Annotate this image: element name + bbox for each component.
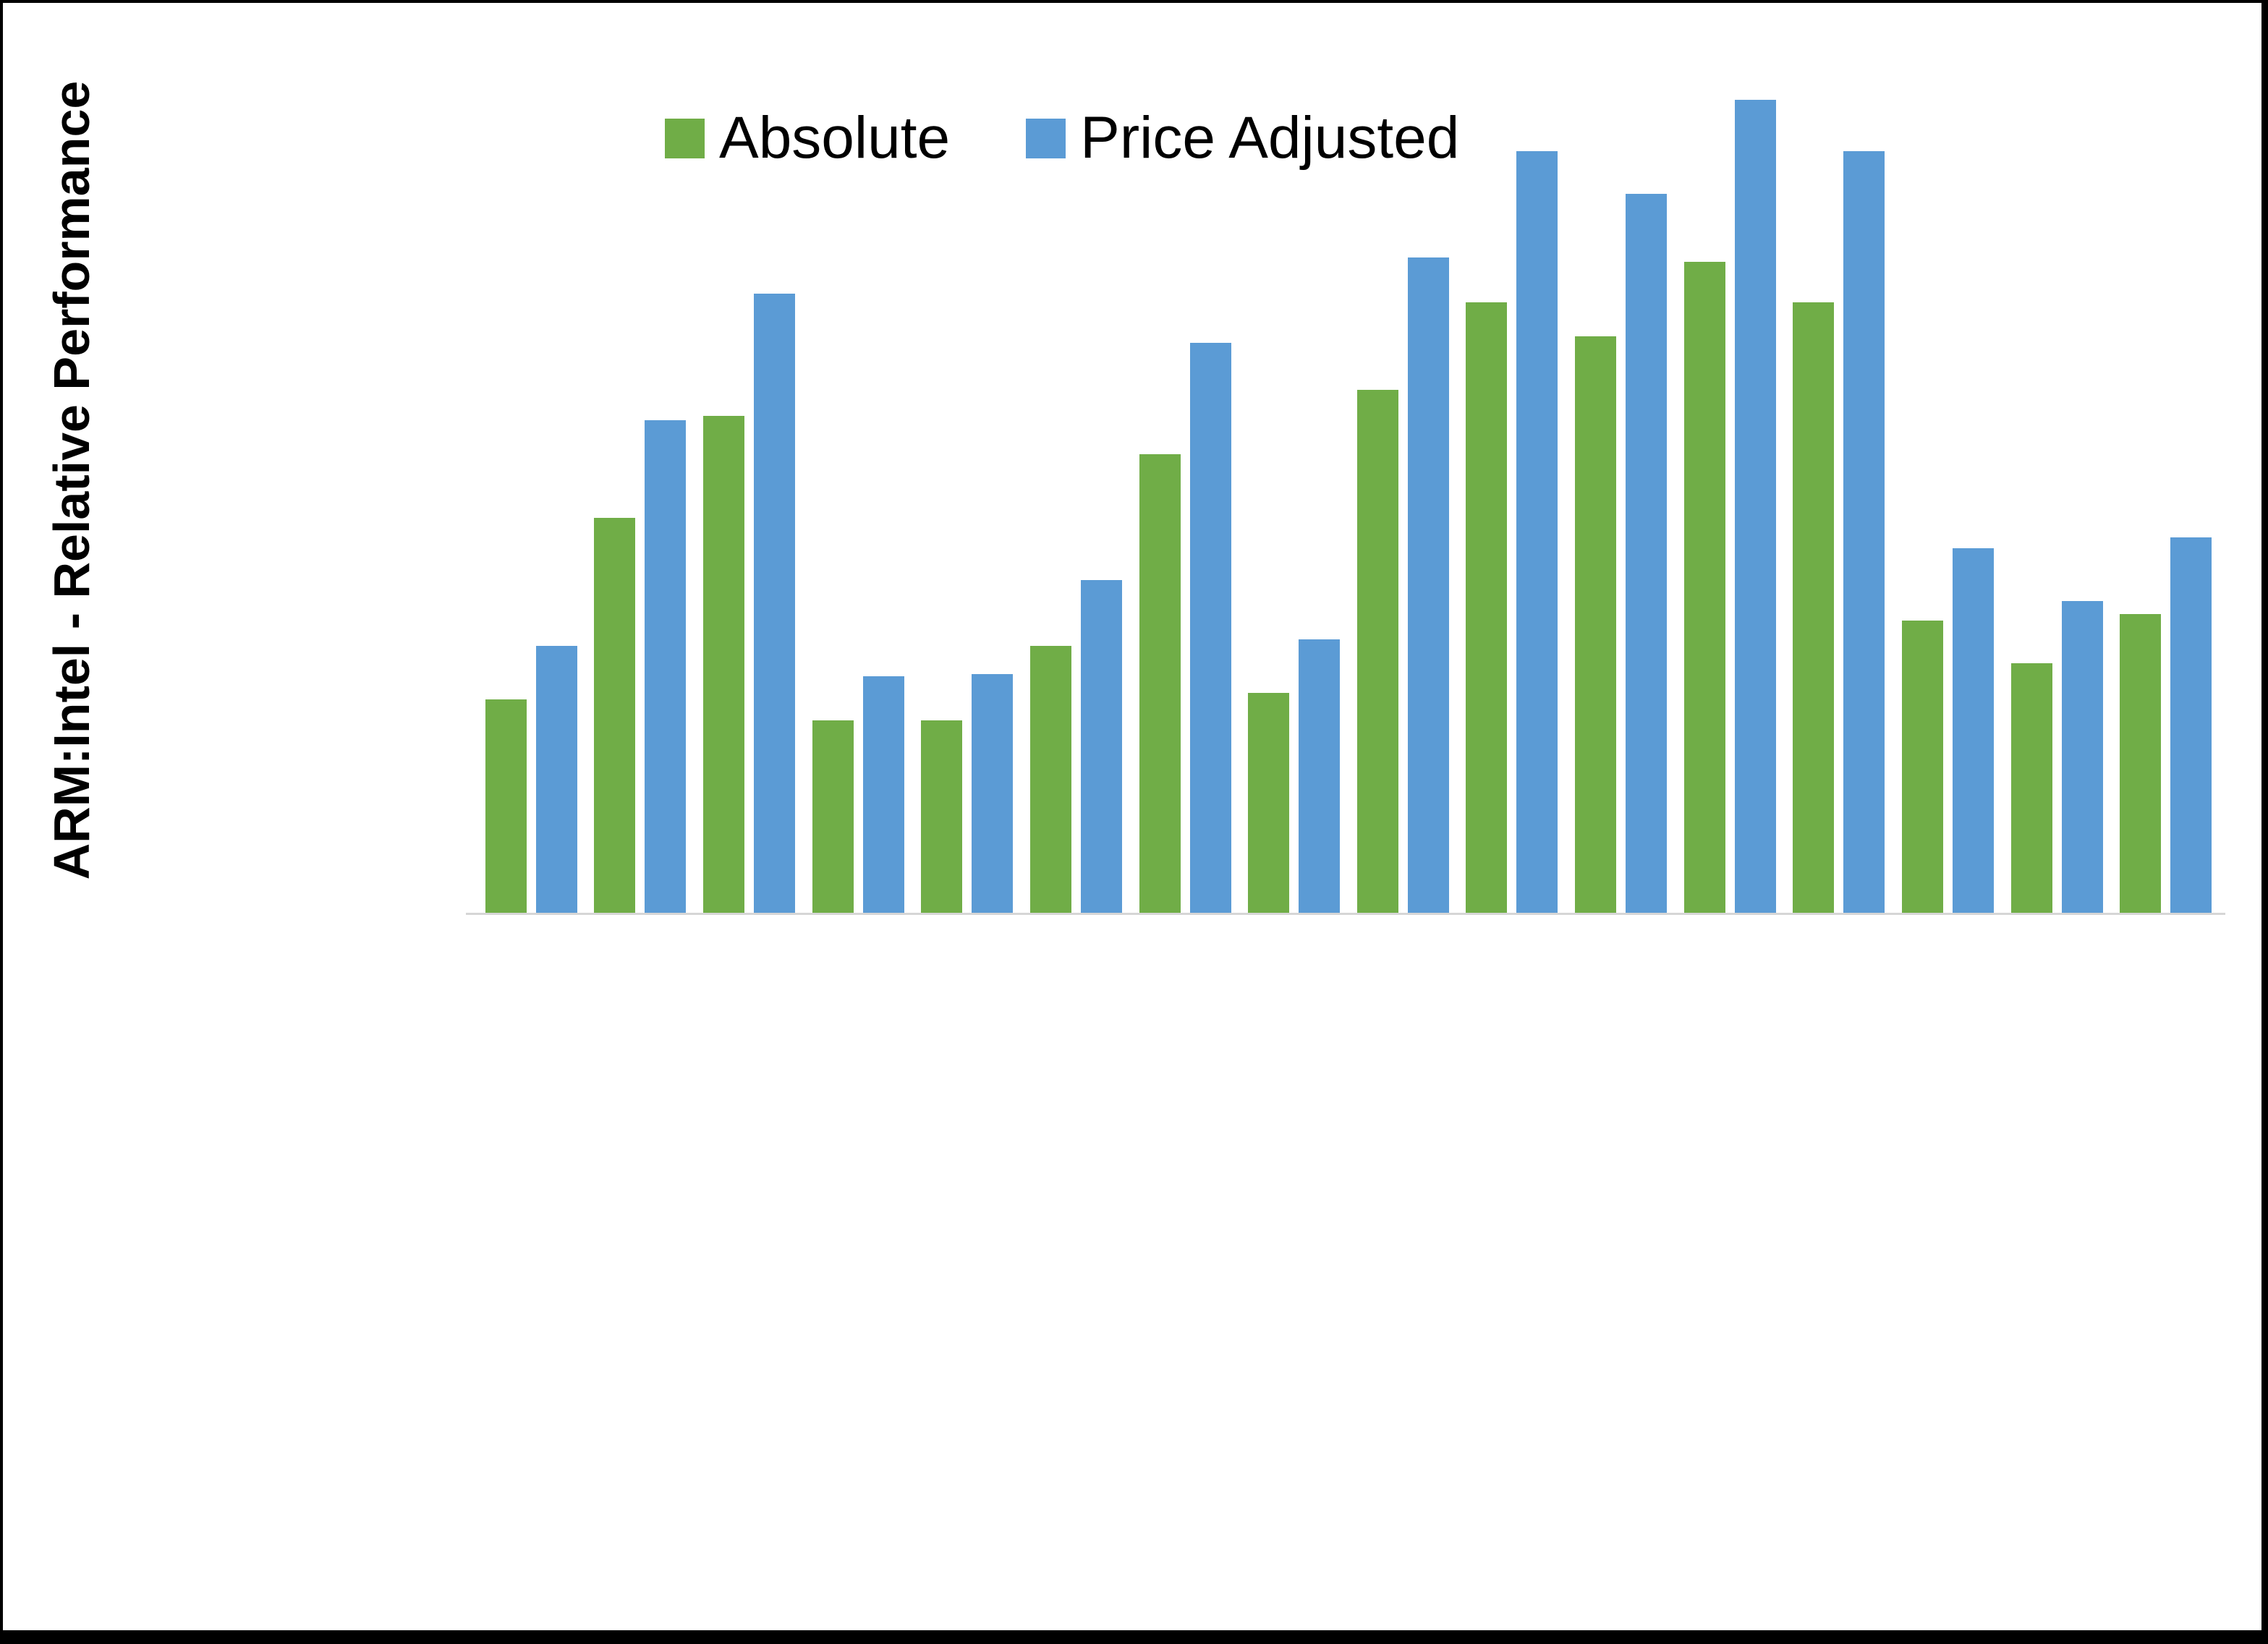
bar-group-s2-default bbox=[1566, 59, 1675, 913]
bar-group-zstd bbox=[1893, 59, 2002, 913]
bar-price-adjusted-gzip-best-speed bbox=[1080, 580, 1122, 913]
bar-absolute-gzip-best-compression bbox=[921, 720, 963, 913]
bar-absolute-s2-parallel-4 bbox=[1683, 262, 1725, 913]
legend-label-price-adjusted: Price Adjusted bbox=[1080, 105, 1460, 171]
legend-item-price-adjusted: Price Adjusted bbox=[1026, 104, 1459, 172]
bar-absolute-zstd-better-compression bbox=[2010, 663, 2052, 913]
bar-group-zstd-fastest bbox=[2111, 59, 2220, 913]
plot-area bbox=[477, 59, 2220, 913]
bar-price-adjusted-zstd bbox=[1952, 548, 1994, 913]
legend-swatch-absolute bbox=[665, 118, 705, 158]
bar-price-adjusted-zstd-better-compression bbox=[2061, 601, 2103, 913]
bar-absolute-gzip bbox=[812, 720, 854, 913]
x-axis-line bbox=[466, 913, 2225, 915]
bar-absolute-zstd bbox=[1901, 621, 1943, 913]
bar-price-adjusted-s2-better bbox=[1516, 151, 1558, 913]
legend: Absolute Price Adjusted bbox=[665, 104, 1459, 172]
bar-absolute-zstd-fastest bbox=[2120, 614, 2162, 913]
y-axis-title: ARM:Intel - Relative Performance bbox=[43, 80, 100, 880]
bar-absolute-s2-better bbox=[1466, 302, 1508, 913]
bar-price-adjusted-s2-parallel-8 bbox=[1843, 151, 1885, 913]
bar-absolute-pgzip bbox=[1139, 454, 1181, 913]
bar-price-adjusted-s2-parallel-4 bbox=[1734, 100, 1776, 913]
bar-absolute-s2-default bbox=[1575, 336, 1617, 913]
bar-group-zstd-better-compression bbox=[2002, 59, 2112, 913]
bar-absolute-deflate-best-speed bbox=[594, 518, 636, 913]
bar-group-s2-parallel-8 bbox=[1785, 59, 1894, 913]
bar-group-gzip-best-compression bbox=[913, 59, 1022, 913]
bar-group-pgzip bbox=[1131, 59, 1240, 913]
bar-price-adjusted-pgzip-best-compression bbox=[1299, 639, 1341, 913]
bar-group-gzip-best-speed bbox=[1022, 59, 1131, 913]
legend-item-absolute: Absolute bbox=[665, 104, 950, 172]
legend-label-absolute: Absolute bbox=[719, 105, 951, 171]
bar-absolute-s2-parallel-8 bbox=[1793, 302, 1835, 913]
bar-group-s2-better bbox=[1458, 59, 1567, 913]
bar-price-adjusted-deflate-best-compression bbox=[535, 646, 577, 913]
bar-price-adjusted-gzip-best-compression bbox=[972, 674, 1014, 913]
legend-swatch-price-adjusted bbox=[1026, 118, 1066, 158]
bar-absolute-deflate-best-compression bbox=[485, 699, 527, 913]
bar-group-deflate-default bbox=[695, 59, 804, 913]
bar-absolute-pgzip-best-compression bbox=[1248, 693, 1290, 913]
bar-price-adjusted-zstd-fastest bbox=[2170, 537, 2212, 913]
bar-price-adjusted-pgzip-best-speed bbox=[1407, 257, 1449, 913]
bar-group-deflate-best-speed bbox=[586, 59, 695, 913]
bar-group-deflate-best-compression bbox=[477, 59, 586, 913]
bar-price-adjusted-gzip bbox=[862, 676, 904, 913]
bar-price-adjusted-deflate-best-speed bbox=[645, 420, 687, 913]
bar-group-gzip bbox=[804, 59, 913, 913]
bar-price-adjusted-deflate-default bbox=[754, 294, 796, 913]
bar-absolute-gzip-best-speed bbox=[1029, 646, 1071, 913]
bar-group-pgzip-best-speed bbox=[1349, 59, 1458, 913]
bar-absolute-pgzip-best-speed bbox=[1356, 390, 1398, 913]
bar-absolute-deflate-default bbox=[703, 416, 745, 913]
bar-price-adjusted-pgzip bbox=[1189, 343, 1231, 913]
bar-group-pgzip-best-compression bbox=[1239, 59, 1349, 913]
bar-group-s2-parallel-4 bbox=[1675, 59, 1785, 913]
bar-price-adjusted-s2-default bbox=[1626, 194, 1668, 913]
